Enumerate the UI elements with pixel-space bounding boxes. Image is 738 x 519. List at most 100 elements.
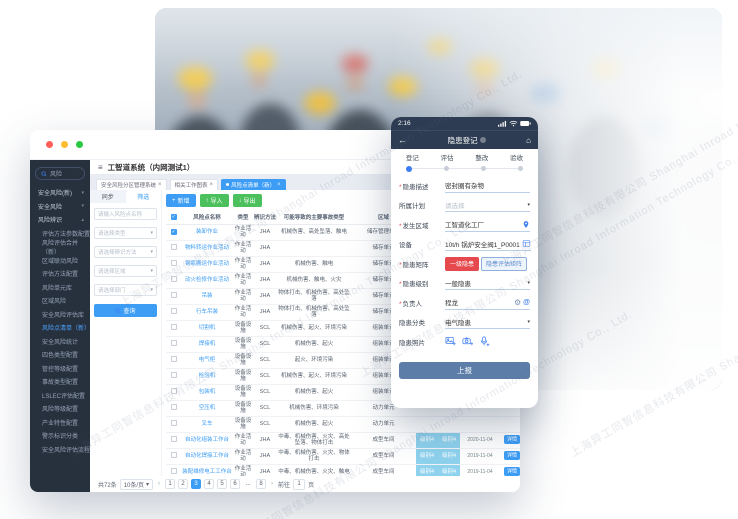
step-label[interactable]: 登记 xyxy=(405,154,419,162)
risk-point-link[interactable]: 检验机 xyxy=(198,372,216,379)
camera-add-icon[interactable] xyxy=(462,336,473,347)
filter-select[interactable]: 请选择类型 ▾ xyxy=(94,227,157,239)
filter-select[interactable]: 请选择区域 ▾ xyxy=(94,265,157,277)
mic-add-icon[interactable] xyxy=(479,336,490,347)
row-action-button[interactable]: 详情 xyxy=(503,467,520,476)
step-label[interactable]: 验收 xyxy=(510,154,524,162)
sidebar-item[interactable]: 四色类型配置 xyxy=(30,348,90,362)
row-checkbox[interactable] xyxy=(170,435,177,442)
sidebar-item[interactable]: 评估方法配置 xyxy=(30,267,90,281)
sidebar-item[interactable]: 警示标识分类 xyxy=(30,429,90,443)
per-page-select[interactable]: 10条/页 ▾ xyxy=(119,478,154,490)
hamburger-menu-icon[interactable]: ≡ xyxy=(98,162,103,172)
caret-down-icon[interactable]: ▾ xyxy=(527,279,530,286)
row-checkbox[interactable] xyxy=(170,339,177,346)
row-checkbox[interactable] xyxy=(170,259,177,266)
sidebar-item[interactable]: LSLEC评估配置 xyxy=(30,389,90,403)
risk-point-link[interactable]: 钢瓶搬运作业活动 xyxy=(184,260,229,267)
caret-down-icon[interactable]: ▾ xyxy=(527,201,530,208)
filter-input[interactable]: 请输入风险点名称 xyxy=(94,208,157,220)
field-value[interactable]: 程龙 xyxy=(445,300,458,308)
sidebar-item[interactable]: 安全风险评估流程 xyxy=(30,443,90,457)
row-checkbox[interactable] xyxy=(170,419,177,426)
field-value[interactable]: 工智道化工厂 xyxy=(445,222,484,230)
back-arrow-icon[interactable]: ← xyxy=(398,135,407,145)
sidebar-item[interactable]: 风险单元库 xyxy=(30,281,90,295)
mention-icon[interactable]: @ xyxy=(523,298,530,306)
sidebar-item[interactable]: 产业特性配置 xyxy=(30,416,90,430)
sidebar-item[interactable]: 管控等级配置 xyxy=(30,362,90,376)
row-checkbox[interactable] xyxy=(170,371,177,378)
close-window-button[interactable] xyxy=(46,141,53,148)
row-action-button[interactable]: 详情 xyxy=(503,435,520,445)
device-select-icon[interactable] xyxy=(522,239,531,248)
filter-select[interactable]: 请选择部门 ▾ xyxy=(94,284,157,296)
field-value[interactable]: 请选择 xyxy=(445,202,465,210)
app-tab[interactable]: 相关工作图表 × xyxy=(169,178,219,190)
close-tab-icon[interactable]: × xyxy=(209,181,214,188)
page-button[interactable]: 2 xyxy=(178,479,189,489)
risk-point-link[interactable]: 包装机 xyxy=(198,388,216,395)
gear-icon[interactable]: ⚙ xyxy=(514,297,522,307)
next-page-button[interactable]: › xyxy=(271,481,274,487)
hazard-level-button[interactable]: 一级隐患 xyxy=(445,256,480,271)
sidebar-item[interactable]: 安全风险 ▾ xyxy=(30,200,90,214)
image-add-icon[interactable] xyxy=(445,336,456,347)
risk-point-link[interactable]: 装配维修电工工作台 xyxy=(182,468,232,475)
row-checkbox[interactable] xyxy=(170,467,177,474)
sidebar-item[interactable]: 区域联动风险 xyxy=(30,254,90,268)
page-button[interactable]: 8 xyxy=(256,479,267,489)
minimize-window-button[interactable] xyxy=(61,141,68,148)
sidebar-item[interactable]: 风险评估合并（新） xyxy=(30,240,90,256)
row-checkbox[interactable] xyxy=(170,403,177,410)
risk-point-link[interactable]: 动火检修作业活动 xyxy=(184,276,229,283)
page-button[interactable]: 5 xyxy=(217,479,228,489)
step-label[interactable]: 评估 xyxy=(440,154,454,162)
row-checkbox[interactable] xyxy=(170,307,177,314)
close-tab-icon[interactable]: × xyxy=(277,181,281,188)
sidebar-item[interactable]: 评估方法参数配置 xyxy=(30,227,90,241)
home-icon[interactable]: ⌂ xyxy=(526,135,531,145)
matrix-eval-button[interactable]: 隐患评估矩阵 xyxy=(481,256,528,271)
field-value[interactable]: 一般隐患 xyxy=(445,280,471,288)
add-button[interactable]: + 新增 xyxy=(166,194,196,207)
row-checkbox[interactable] xyxy=(170,451,177,458)
query-button[interactable]: 查询 xyxy=(94,304,157,317)
risk-point-link[interactable]: 空压机 xyxy=(198,404,216,411)
app-tab[interactable]: 安全风险分区管理系统 × xyxy=(96,178,167,190)
risk-point-link[interactable]: 吊装 xyxy=(201,292,213,299)
sidebar-item[interactable]: 事故类型配置 xyxy=(30,375,90,389)
field-value[interactable]: 密封圈有杂物 xyxy=(445,183,484,191)
page-button[interactable]: 1 xyxy=(165,479,176,489)
location-pin-icon[interactable] xyxy=(522,220,530,229)
row-checkbox[interactable] xyxy=(170,291,177,298)
row-checkbox[interactable] xyxy=(170,243,177,250)
risk-point-link[interactable]: 物料转运作业活动 xyxy=(184,244,229,251)
risk-point-link[interactable]: 焊接机 xyxy=(198,340,216,347)
prev-page-button[interactable]: ‹ xyxy=(158,481,161,487)
risk-point-link[interactable]: 自动化焊接工作台 xyxy=(184,452,229,459)
row-checkbox[interactable] xyxy=(170,355,177,362)
row-checkbox[interactable] xyxy=(170,387,177,394)
risk-point-link[interactable]: 自动化组装工作台 xyxy=(184,436,229,443)
row-action-button[interactable]: 详情 xyxy=(503,451,520,461)
row-checkbox[interactable] xyxy=(170,323,177,330)
sidebar-item[interactable]: 风险点清单（新） xyxy=(30,321,90,335)
sidebar-search-input[interactable]: 风险 xyxy=(35,167,85,180)
page-button[interactable]: 6 xyxy=(230,479,241,489)
page-button[interactable]: 4 xyxy=(204,479,215,489)
risk-point-link[interactable]: 叉车 xyxy=(201,420,213,427)
risk-point-link[interactable]: 装卸作业 xyxy=(195,228,218,235)
zoom-window-button[interactable] xyxy=(76,141,83,148)
import-button[interactable]: ↑ 导入 xyxy=(199,194,229,207)
filter-tab[interactable]: 同步 xyxy=(90,190,126,203)
export-button[interactable]: ↓ 导出 xyxy=(232,194,262,207)
filter-tab[interactable]: 筛选 xyxy=(125,190,161,203)
submit-button[interactable]: 上报 xyxy=(399,361,530,379)
sidebar-item[interactable]: 风险等级配置 xyxy=(30,402,90,416)
sidebar-item[interactable]: 安全风险(新) ▾ xyxy=(30,186,90,200)
field-value[interactable]: 电气隐患 xyxy=(445,319,471,327)
sidebar-item[interactable]: 风险辨识 ▴ xyxy=(30,213,90,227)
risk-point-link[interactable]: 切割机 xyxy=(198,324,216,331)
caret-down-icon[interactable]: ▾ xyxy=(527,318,530,325)
